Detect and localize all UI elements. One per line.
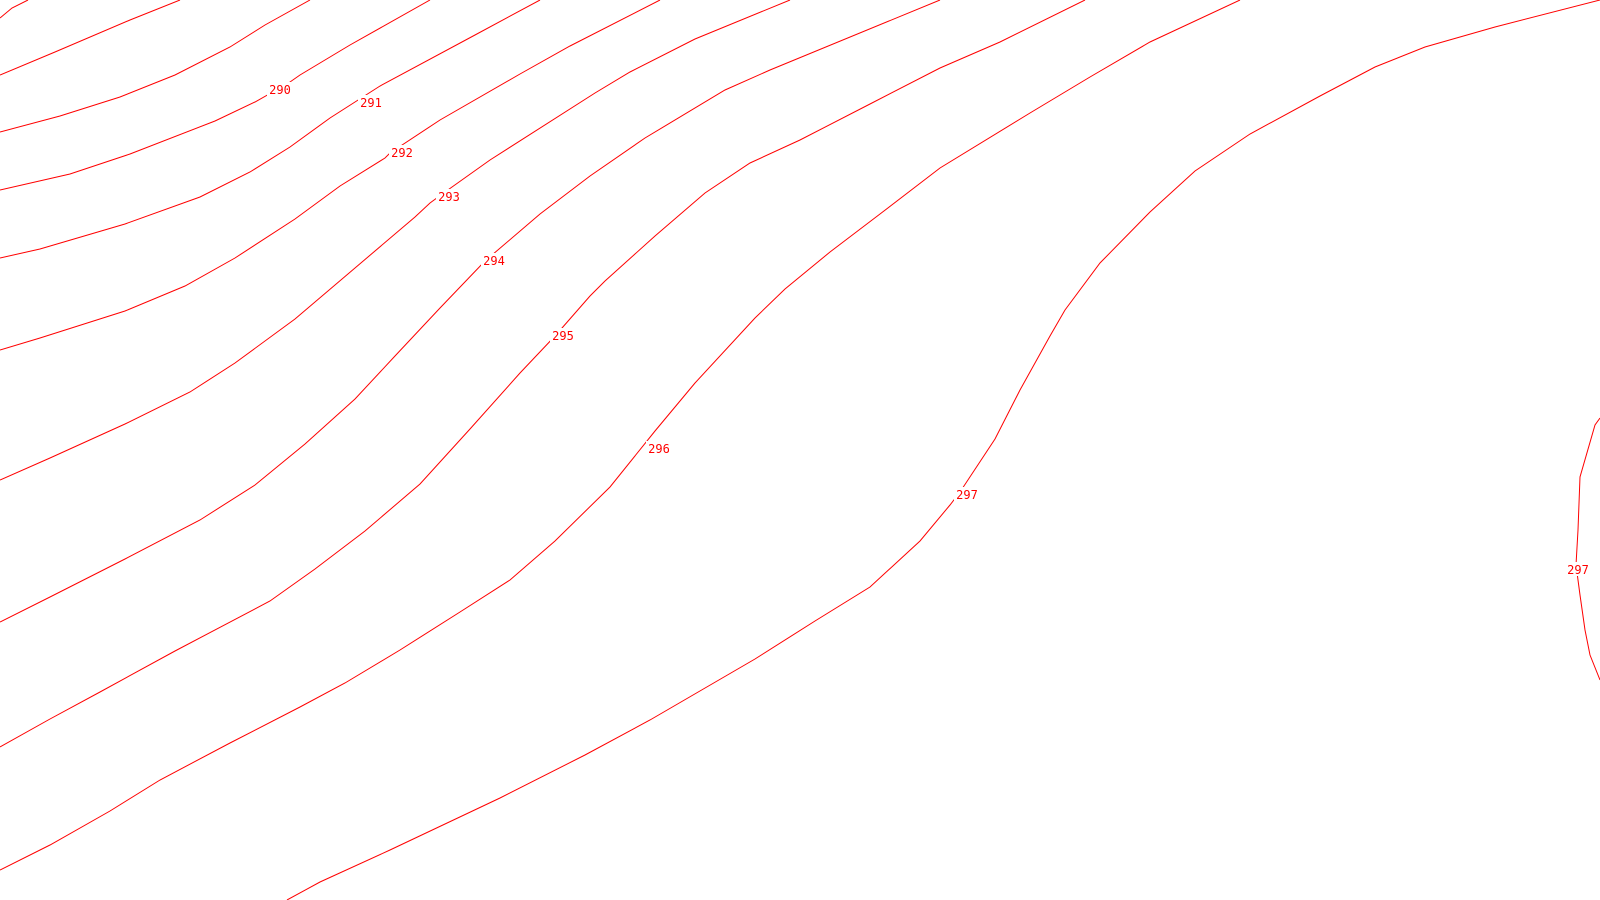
contour-label-294: 294 — [481, 253, 507, 268]
contour-label-293: 293 — [436, 189, 462, 204]
label-290-text: 290 — [269, 83, 291, 97]
contour-line-292 — [0, 0, 661, 351]
label-295-text: 295 — [552, 329, 574, 343]
contour-line-294 — [0, 0, 941, 623]
label-294-text: 294 — [483, 254, 505, 268]
contour-label-291: 291 — [358, 95, 384, 110]
label-297-main-text: 297 — [956, 488, 978, 502]
contour-line-293 — [0, 0, 791, 481]
contour-label-295: 295 — [550, 328, 576, 343]
contour-labels: 290 291 292 293 294 295 296 297 — [267, 82, 1591, 577]
contour-line — [0, 0, 29, 19]
contour-line-291 — [0, 0, 541, 259]
label-293-text: 293 — [438, 190, 460, 204]
contour-line-296 — [0, 0, 1241, 871]
contour-line-290 — [0, 0, 311, 133]
contour-line-295 — [0, 0, 1086, 748]
label-296-text: 296 — [648, 442, 670, 456]
contour-line-297-main — [286, 0, 1600, 900]
label-292-text: 292 — [391, 146, 413, 160]
contour-line-297-east — [1575, 417, 1600, 681]
label-291-text: 291 — [360, 96, 382, 110]
contour-line — [0, 0, 181, 76]
contour-label-292: 292 — [389, 145, 415, 160]
label-297-east-text: 297 — [1567, 563, 1589, 577]
contour-label-297-main: 297 — [954, 487, 980, 502]
contour-label-296: 296 — [646, 441, 672, 456]
contour-label-297-east: 297 — [1565, 562, 1591, 577]
contour-label-290: 290 — [267, 82, 293, 97]
